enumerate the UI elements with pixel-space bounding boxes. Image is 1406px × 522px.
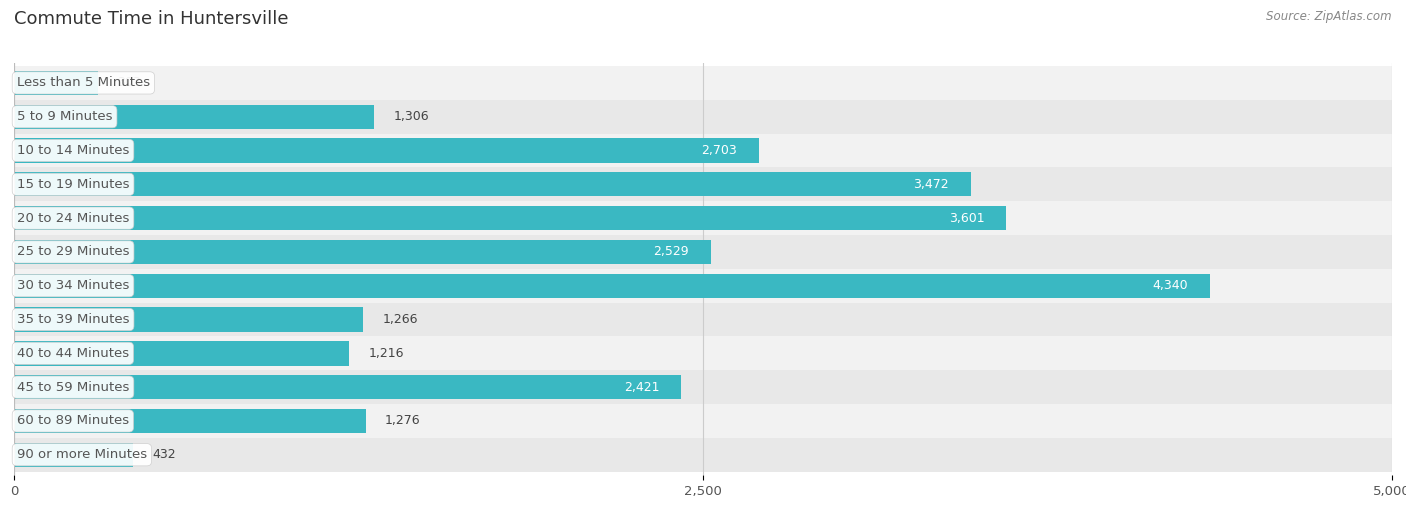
Text: 2,529: 2,529: [654, 245, 689, 258]
Bar: [14, 443, 134, 467]
Bar: [0, 168, 1406, 201]
Text: 1,306: 1,306: [394, 110, 429, 123]
Text: 1,276: 1,276: [385, 414, 420, 428]
Bar: [0, 269, 1406, 303]
Text: 3,472: 3,472: [912, 178, 949, 191]
Text: 15 to 19 Minutes: 15 to 19 Minutes: [17, 178, 129, 191]
Bar: [14, 206, 1007, 230]
Text: 25 to 29 Minutes: 25 to 29 Minutes: [17, 245, 129, 258]
Bar: [14, 341, 349, 365]
Text: 35 to 39 Minutes: 35 to 39 Minutes: [17, 313, 129, 326]
Bar: [0, 134, 1406, 168]
Bar: [0, 303, 1406, 337]
Bar: [0, 404, 1406, 438]
Text: 4,340: 4,340: [1153, 279, 1188, 292]
Text: 30 to 34 Minutes: 30 to 34 Minutes: [17, 279, 129, 292]
Text: 3,601: 3,601: [949, 211, 984, 224]
Text: 432: 432: [152, 448, 176, 461]
Bar: [0, 370, 1406, 404]
Text: 90 or more Minutes: 90 or more Minutes: [17, 448, 148, 461]
Bar: [14, 409, 366, 433]
Bar: [0, 201, 1406, 235]
Bar: [14, 375, 682, 399]
Text: 1,216: 1,216: [368, 347, 404, 360]
Text: 2,421: 2,421: [624, 381, 659, 394]
Bar: [14, 240, 711, 264]
Bar: [14, 172, 972, 196]
Text: 60 to 89 Minutes: 60 to 89 Minutes: [17, 414, 129, 428]
Text: 2,703: 2,703: [702, 144, 737, 157]
Bar: [0, 337, 1406, 370]
Bar: [14, 71, 97, 95]
Text: 1,266: 1,266: [382, 313, 418, 326]
Bar: [14, 104, 374, 129]
Bar: [0, 66, 1406, 100]
Text: 45 to 59 Minutes: 45 to 59 Minutes: [17, 381, 129, 394]
Text: Commute Time in Huntersville: Commute Time in Huntersville: [14, 10, 288, 28]
Text: Source: ZipAtlas.com: Source: ZipAtlas.com: [1267, 10, 1392, 23]
Bar: [14, 274, 1211, 298]
Text: 303: 303: [117, 76, 141, 89]
Bar: [0, 438, 1406, 472]
Text: 10 to 14 Minutes: 10 to 14 Minutes: [17, 144, 129, 157]
Text: 5 to 9 Minutes: 5 to 9 Minutes: [17, 110, 112, 123]
Text: 20 to 24 Minutes: 20 to 24 Minutes: [17, 211, 129, 224]
Text: 40 to 44 Minutes: 40 to 44 Minutes: [17, 347, 129, 360]
Text: Less than 5 Minutes: Less than 5 Minutes: [17, 76, 150, 89]
Bar: [14, 138, 759, 163]
Bar: [0, 235, 1406, 269]
Bar: [14, 307, 363, 331]
Bar: [0, 100, 1406, 134]
